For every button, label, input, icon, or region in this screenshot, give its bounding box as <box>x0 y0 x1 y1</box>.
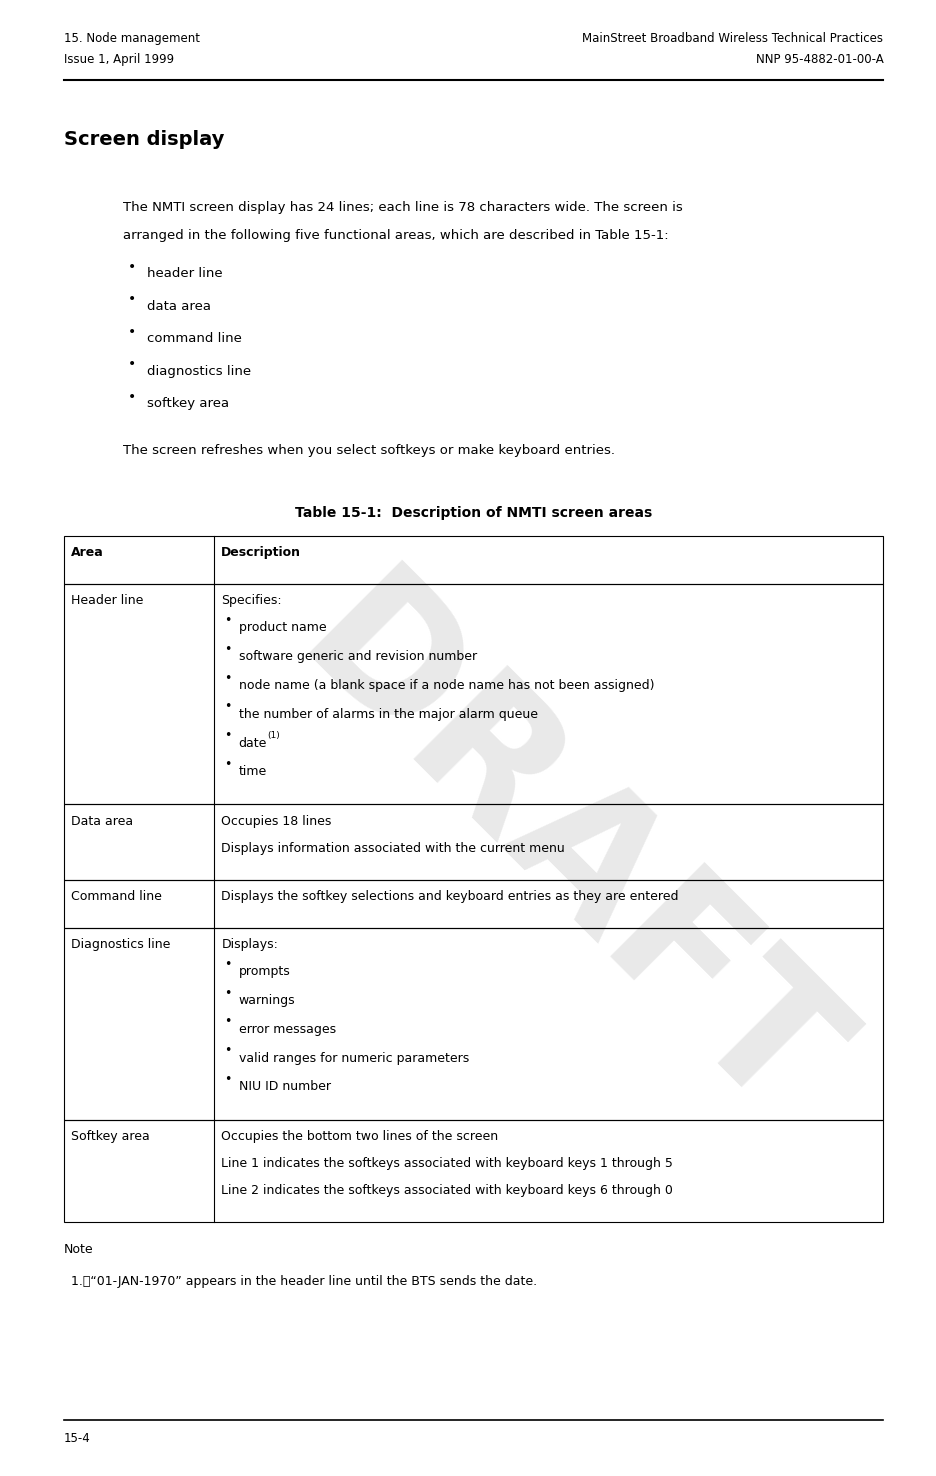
Text: NNP 95-4882-01-00-A: NNP 95-4882-01-00-A <box>755 53 884 66</box>
Text: Specifies:: Specifies: <box>221 595 282 607</box>
Text: •: • <box>224 958 231 971</box>
Bar <box>64 804 884 880</box>
Text: command line: command line <box>147 332 241 345</box>
Bar <box>64 584 884 804</box>
Text: error messages: error messages <box>239 1023 336 1036</box>
Text: •: • <box>224 1045 231 1057</box>
Bar <box>64 1120 884 1222</box>
Text: NIU ID number: NIU ID number <box>239 1080 330 1094</box>
Text: Area: Area <box>71 546 104 559</box>
Text: prompts: prompts <box>239 965 290 979</box>
Text: 15. Node management: 15. Node management <box>64 32 199 46</box>
Text: •: • <box>224 987 231 999</box>
Text: Header line: Header line <box>71 595 143 607</box>
Text: product name: product name <box>239 621 327 635</box>
Text: diagnostics line: diagnostics line <box>147 365 251 378</box>
Text: •: • <box>224 644 231 655</box>
Text: The NMTI screen display has 24 lines; each line is 78 characters wide. The scree: The NMTI screen display has 24 lines; ea… <box>123 201 682 214</box>
Text: Command line: Command line <box>71 890 162 903</box>
Text: •: • <box>224 701 231 713</box>
Text: Line 2 indicates the softkeys associated with keyboard keys 6 through 0: Line 2 indicates the softkeys associated… <box>221 1185 673 1197</box>
Text: Screen display: Screen display <box>64 130 224 149</box>
Text: date: date <box>239 737 267 750</box>
Text: •: • <box>127 260 136 273</box>
Text: Occupies the bottom two lines of the screen: Occupies the bottom two lines of the scr… <box>221 1131 499 1142</box>
Text: •: • <box>127 390 136 403</box>
Text: software generic and revision number: software generic and revision number <box>239 651 476 663</box>
Text: softkey area: softkey area <box>147 397 228 410</box>
Text: Table 15-1:  Description of NMTI screen areas: Table 15-1: Description of NMTI screen a… <box>295 506 652 520</box>
Text: time: time <box>239 766 267 778</box>
Text: The screen refreshes when you select softkeys or make keyboard entries.: The screen refreshes when you select sof… <box>123 444 615 458</box>
Text: arranged in the following five functional areas, which are described in Table 15: arranged in the following five functiona… <box>123 229 668 242</box>
Text: header line: header line <box>147 267 222 280</box>
Text: warnings: warnings <box>239 995 295 1007</box>
Text: Description: Description <box>221 546 301 559</box>
Text: Issue 1, April 1999: Issue 1, April 1999 <box>64 53 174 66</box>
Text: Diagnostics line: Diagnostics line <box>71 939 170 951</box>
Text: Displays:: Displays: <box>221 939 278 951</box>
Text: •: • <box>127 325 136 338</box>
Text: DRAFT: DRAFT <box>264 555 866 1157</box>
Text: •: • <box>224 1015 231 1029</box>
Text: MainStreet Broadband Wireless Technical Practices: MainStreet Broadband Wireless Technical … <box>582 32 884 46</box>
Text: node name (a blank space if a node name has not been assigned): node name (a blank space if a node name … <box>239 679 654 692</box>
Text: 1.	“01-JAN-1970” appears in the header line until the BTS sends the date.: 1. “01-JAN-1970” appears in the header l… <box>71 1275 537 1289</box>
Text: •: • <box>224 614 231 627</box>
Bar <box>64 536 884 584</box>
Text: Occupies 18 lines: Occupies 18 lines <box>221 815 331 828</box>
Text: •: • <box>224 729 231 742</box>
Text: Displays the softkey selections and keyboard entries as they are entered: Displays the softkey selections and keyb… <box>221 890 679 903</box>
Text: data area: data area <box>147 300 211 313</box>
Text: •: • <box>127 292 136 306</box>
Bar <box>64 928 884 1120</box>
Text: valid ranges for numeric parameters: valid ranges for numeric parameters <box>239 1052 469 1064</box>
Text: Data area: Data area <box>71 815 133 828</box>
Text: •: • <box>224 1073 231 1086</box>
Text: (1): (1) <box>267 731 280 739</box>
Text: 15-4: 15-4 <box>64 1432 91 1445</box>
Text: Displays information associated with the current menu: Displays information associated with the… <box>221 843 565 855</box>
Text: the number of alarms in the major alarm queue: the number of alarms in the major alarm … <box>239 708 537 720</box>
Text: Line 1 indicates the softkeys associated with keyboard keys 1 through 5: Line 1 indicates the softkeys associated… <box>221 1157 673 1170</box>
Text: •: • <box>127 357 136 370</box>
Text: •: • <box>224 759 231 770</box>
Bar <box>64 880 884 928</box>
Text: •: • <box>224 672 231 685</box>
Text: Note: Note <box>64 1243 94 1256</box>
Text: Softkey area: Softkey area <box>71 1131 150 1142</box>
